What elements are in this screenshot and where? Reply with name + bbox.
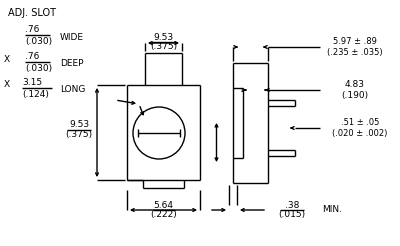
Text: .76: .76 (25, 52, 39, 61)
Text: MIN.: MIN. (322, 205, 342, 215)
Text: (.222): (.222) (150, 211, 177, 219)
Text: WIDE: WIDE (60, 32, 84, 42)
Text: 4.83
(.190): 4.83 (.190) (342, 80, 368, 100)
Text: X: X (4, 80, 10, 89)
Text: .51 ± .05
(.020 ± .002): .51 ± .05 (.020 ± .002) (332, 118, 388, 138)
Text: (.124): (.124) (22, 90, 49, 99)
Text: .76: .76 (25, 25, 39, 34)
Text: (.375): (.375) (66, 130, 92, 139)
Text: DEEP: DEEP (60, 59, 84, 67)
Text: (.015): (.015) (278, 211, 306, 219)
Text: (.375): (.375) (150, 43, 177, 51)
Text: (.030): (.030) (25, 64, 52, 73)
Text: 3.15: 3.15 (22, 78, 42, 87)
Text: (.030): (.030) (25, 37, 52, 46)
Text: X: X (4, 55, 10, 64)
Text: ADJ. SLOT: ADJ. SLOT (8, 8, 56, 18)
Text: 9.53: 9.53 (69, 120, 89, 129)
Text: 5.97 ± .89
(.235 ± .035): 5.97 ± .89 (.235 ± .035) (327, 37, 383, 57)
Text: 5.64: 5.64 (154, 200, 174, 210)
Text: LONG: LONG (60, 84, 85, 93)
Text: .38: .38 (285, 200, 299, 210)
Text: 9.53: 9.53 (154, 32, 174, 42)
